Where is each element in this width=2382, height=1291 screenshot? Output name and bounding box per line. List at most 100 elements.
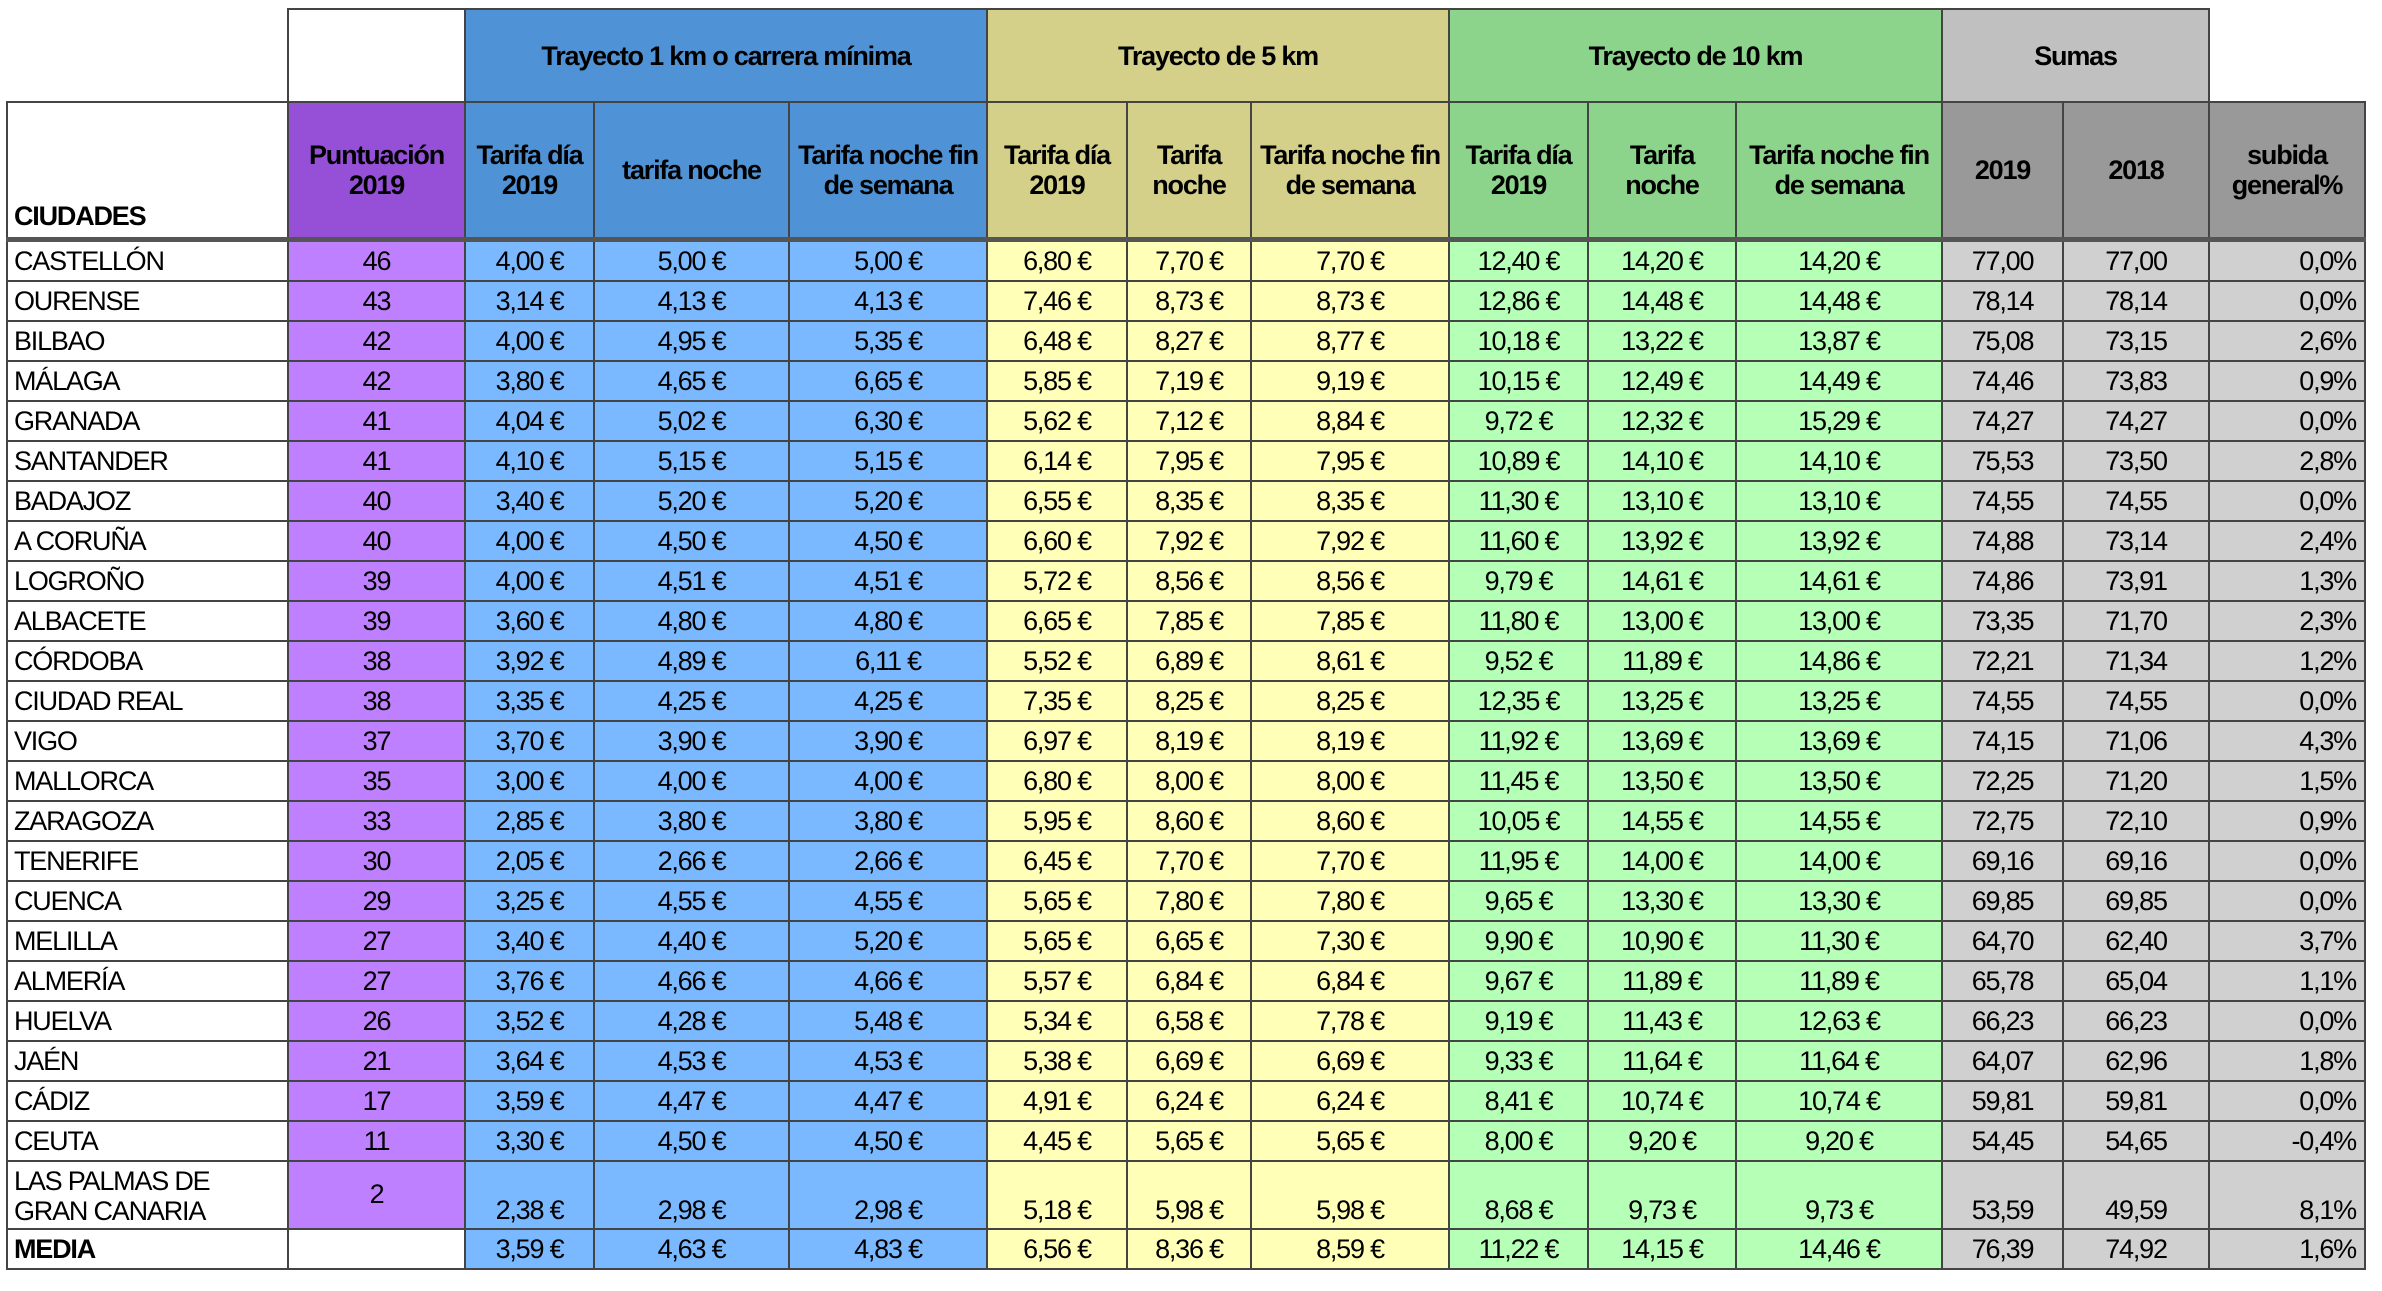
score: 46 (287, 238, 466, 282)
km10-fare: 14,55 € (1587, 800, 1737, 842)
km1-fare: 6,11 € (788, 640, 988, 682)
km5-fare: 6,69 € (1250, 1040, 1450, 1082)
score: 29 (287, 880, 466, 922)
km5-fare: 6,97 € (986, 720, 1128, 762)
table-row: BILBAO 42 4,00 €4,95 €5,35 €6,48 €8,27 €8,… (6, 320, 2366, 362)
km1-fare: 3,60 € (464, 600, 595, 642)
group-km1: Trayecto 1 km o carrera mínima (464, 8, 988, 103)
km5-fare: 5,65 € (1126, 1120, 1252, 1162)
city-name: A CORUÑA (6, 520, 289, 562)
km10-fare: 9,73 € (1587, 1160, 1737, 1230)
sum-2019: 72,25 (1941, 760, 2064, 802)
km5-fare: 5,65 € (986, 920, 1128, 962)
sum-2018: 62,96 (2062, 1040, 2210, 1082)
city-name: LOGROÑO (6, 560, 289, 602)
km5-fare: 7,30 € (1250, 920, 1450, 962)
sum-2018: 71,06 (2062, 720, 2210, 762)
km1-fare: 5,02 € (593, 400, 790, 442)
km5-fare: 8,35 € (1250, 480, 1450, 522)
km5-fare: 8,56 € (1250, 560, 1450, 602)
km10-fare: 14,00 € (1735, 840, 1943, 882)
empty-corner-right (2209, 9, 2365, 102)
km5-fare: 7,95 € (1250, 440, 1450, 482)
km10-fare: 12,49 € (1587, 360, 1737, 402)
city-name: ALBACETE (6, 600, 289, 642)
city-name: CÓRDOBA (6, 640, 289, 682)
km10-fare: 11,89 € (1735, 960, 1943, 1002)
table-row: CIUDAD REAL 38 3,35 €4,25 €4,25 €7,35 €8,2… (6, 680, 2366, 722)
sum-2019: 72,75 (1941, 800, 2064, 842)
km5-fare: 8,59 € (1250, 1228, 1450, 1270)
city-name: JAÉN (6, 1040, 289, 1082)
km1-fare: 3,00 € (464, 760, 595, 802)
table-row: LAS PALMAS DE GRAN CANARIA 2 2,38 €2,98 €2… (6, 1160, 2366, 1230)
city-name: HUELVA (6, 1000, 289, 1042)
km1-fare: 3,40 € (464, 480, 595, 522)
sum-2018: 54,65 (2062, 1120, 2210, 1162)
header-km5-day: Tarifa día 2019 (986, 101, 1128, 242)
km1-fare: 4,47 € (593, 1080, 790, 1122)
increase-percent: 0,0% (2208, 1080, 2366, 1122)
sum-2019: 76,39 (1941, 1228, 2064, 1270)
header-city: CIUDADES (6, 101, 289, 242)
increase-percent: 0,0% (2208, 1000, 2366, 1042)
sum-2019: 77,00 (1941, 238, 2064, 282)
km10-fare: 10,18 € (1448, 320, 1589, 362)
km1-fare: 2,85 € (464, 800, 595, 842)
km10-fare: 13,00 € (1735, 600, 1943, 642)
increase-percent: 2,6% (2208, 320, 2366, 362)
increase-percent: -0,4% (2208, 1120, 2366, 1162)
sum-2019: 74,46 (1941, 360, 2064, 402)
sum-2018: 74,27 (2062, 400, 2210, 442)
sum-2019: 73,35 (1941, 600, 2064, 642)
score: 40 (287, 520, 466, 562)
table-row: MALLORCA 35 3,00 €4,00 €4,00 €6,80 €8,00 €… (6, 760, 2366, 802)
km5-fare: 6,14 € (986, 440, 1128, 482)
km10-fare: 10,89 € (1448, 440, 1589, 482)
score: 43 (287, 280, 466, 322)
city-name: CÁDIZ (6, 1080, 289, 1122)
sum-2019: 78,14 (1941, 280, 2064, 322)
km10-fare: 11,95 € (1448, 840, 1589, 882)
increase-percent: 0,0% (2208, 880, 2366, 922)
header-score: Puntuación 2019 (287, 101, 466, 242)
sum-2019: 74,55 (1941, 480, 2064, 522)
km1-fare: 3,35 € (464, 680, 595, 722)
km10-fare: 11,60 € (1448, 520, 1589, 562)
km1-fare: 3,70 € (464, 720, 595, 762)
sum-2018: 59,81 (2062, 1080, 2210, 1122)
header-sum-2019: 2019 (1941, 101, 2064, 242)
score: 42 (287, 360, 466, 402)
average-row: MEDIA 3,59 €4,63 €4,83 €6,56 €8,36 €8,59 … (6, 1228, 2366, 1270)
km1-fare: 5,15 € (788, 440, 988, 482)
km10-fare: 9,20 € (1587, 1120, 1737, 1162)
km5-fare: 6,24 € (1250, 1080, 1450, 1122)
sum-2019: 75,53 (1941, 440, 2064, 482)
km5-fare: 8,25 € (1250, 680, 1450, 722)
city-name: CASTELLÓN (6, 238, 289, 282)
km10-fare: 9,19 € (1448, 1000, 1589, 1042)
km5-fare: 6,65 € (1126, 920, 1252, 962)
km10-fare: 13,30 € (1735, 880, 1943, 922)
score (287, 1228, 466, 1270)
km1-fare: 3,76 € (464, 960, 595, 1002)
table-row: BADAJOZ 40 3,40 €5,20 €5,20 €6,55 €8,35 €8… (6, 480, 2366, 522)
score: 40 (287, 480, 466, 522)
km5-fare: 9,19 € (1250, 360, 1450, 402)
km5-fare: 8,56 € (1126, 560, 1252, 602)
km5-fare: 7,92 € (1126, 520, 1252, 562)
km5-fare: 6,80 € (986, 238, 1128, 282)
km1-fare: 3,64 € (464, 1040, 595, 1082)
score: 33 (287, 800, 466, 842)
km1-fare: 4,50 € (788, 520, 988, 562)
city-name: VIGO (6, 720, 289, 762)
km5-fare: 7,12 € (1126, 400, 1252, 442)
km5-fare: 8,60 € (1126, 800, 1252, 842)
km1-fare: 4,13 € (593, 280, 790, 322)
table-row: OURENSE 43 3,14 €4,13 €4,13 €7,46 €8,73 €8… (6, 280, 2366, 322)
km1-fare: 3,52 € (464, 1000, 595, 1042)
table-row: CÓRDOBA 38 3,92 €4,89 €6,11 €5,52 €6,89 €8… (6, 640, 2366, 682)
km1-fare: 4,95 € (593, 320, 790, 362)
km5-fare: 5,18 € (986, 1160, 1128, 1230)
km5-fare: 5,34 € (986, 1000, 1128, 1042)
